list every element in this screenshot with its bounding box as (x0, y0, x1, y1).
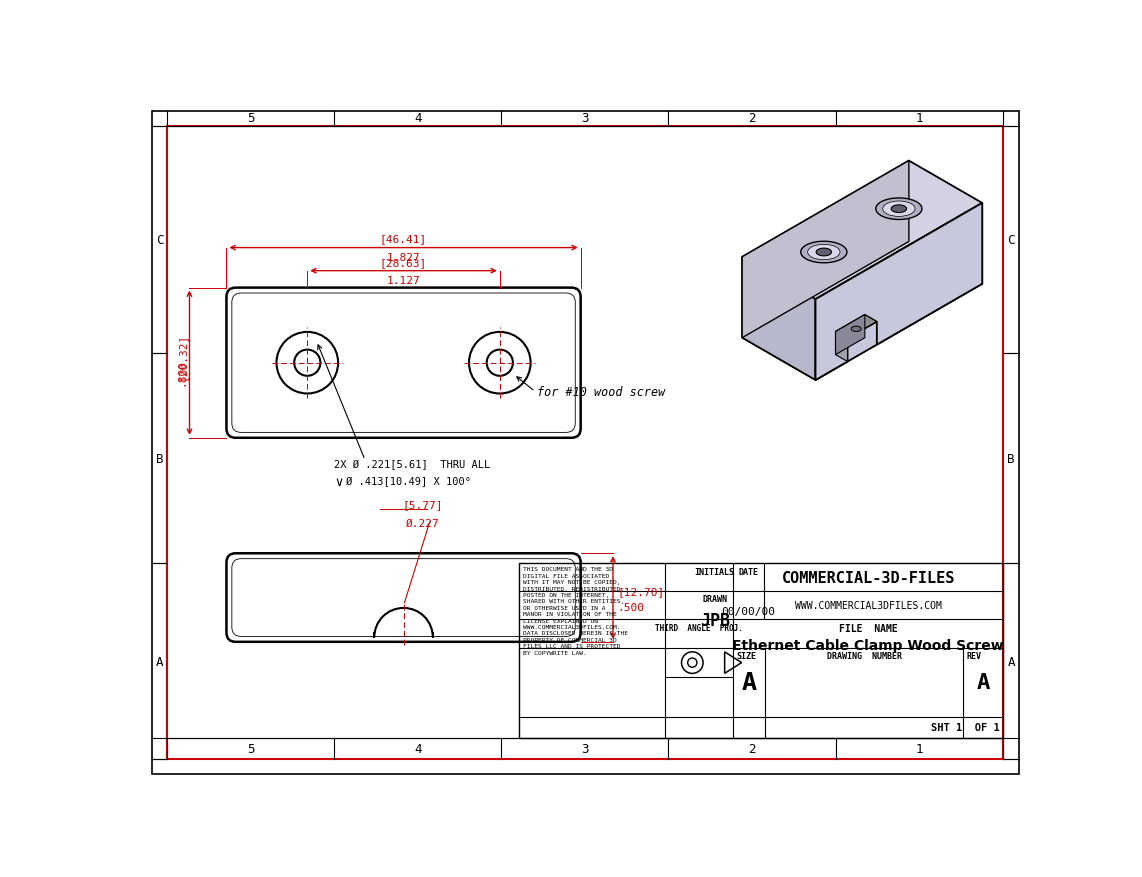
Text: 5: 5 (247, 112, 255, 125)
Text: 00/00/00: 00/00/00 (722, 607, 775, 617)
Text: 2: 2 (748, 112, 756, 125)
Text: ∨: ∨ (335, 476, 344, 489)
Text: C: C (1007, 234, 1015, 246)
Ellipse shape (851, 327, 861, 332)
Text: 3: 3 (581, 742, 588, 755)
Text: 1: 1 (916, 112, 923, 125)
Text: B: B (1007, 453, 1015, 465)
Ellipse shape (891, 205, 907, 213)
Text: SHT 1  OF 1: SHT 1 OF 1 (931, 723, 999, 732)
Text: THIS DOCUMENT AND THE 3D
DIGITAL FILE ASSOCIATED
WITH IT MAY NOT BE COPIED,
DIST: THIS DOCUMENT AND THE 3D DIGITAL FILE AS… (523, 567, 628, 655)
Polygon shape (742, 242, 982, 381)
Text: REV: REV (966, 652, 981, 660)
Text: JPB: JPB (700, 611, 730, 630)
Text: DATE: DATE (739, 567, 758, 576)
Text: A: A (742, 671, 757, 695)
Text: Ethernet Cable Clamp Wood Screw: Ethernet Cable Clamp Wood Screw (732, 638, 1004, 652)
Text: Ø .413[10.49] X 100°: Ø .413[10.49] X 100° (346, 476, 471, 486)
Polygon shape (742, 258, 815, 381)
Text: [20.32]: [20.32] (176, 332, 186, 379)
Text: A: A (976, 673, 990, 693)
Polygon shape (836, 332, 847, 362)
Text: 4: 4 (415, 742, 421, 755)
Text: A: A (155, 655, 163, 667)
Text: A: A (1007, 655, 1015, 667)
Text: [28.63]: [28.63] (380, 258, 427, 267)
Text: [12.70]: [12.70] (618, 587, 665, 596)
Text: B: B (155, 453, 163, 465)
Text: DRAWN: DRAWN (702, 595, 727, 603)
Text: [46.41]: [46.41] (380, 233, 427, 244)
Text: 4: 4 (415, 112, 421, 125)
Text: WWW.COMMERCIAL3DFILES.COM: WWW.COMMERCIAL3DFILES.COM (795, 600, 942, 610)
Text: .500: .500 (618, 602, 644, 612)
Ellipse shape (807, 245, 841, 260)
Text: Ø.227: Ø.227 (405, 518, 440, 528)
Text: for #10 wood screw: for #10 wood screw (537, 386, 665, 399)
Ellipse shape (876, 199, 922, 220)
Text: 1.127: 1.127 (387, 275, 420, 285)
Text: [5.77]: [5.77] (402, 499, 443, 509)
Text: 5: 5 (247, 742, 255, 755)
Text: .800: .800 (176, 359, 186, 386)
Polygon shape (815, 203, 982, 381)
Text: THIRD  ANGLE  PROJ.: THIRD ANGLE PROJ. (656, 623, 743, 631)
Bar (520, 564, 1004, 738)
Polygon shape (742, 161, 982, 300)
Text: SIZE: SIZE (737, 652, 756, 660)
Text: C: C (155, 234, 163, 246)
Ellipse shape (817, 249, 831, 257)
Text: DRAWING  NUMBER: DRAWING NUMBER (827, 652, 902, 660)
Text: 2: 2 (748, 742, 756, 755)
Polygon shape (836, 315, 877, 339)
Ellipse shape (883, 202, 915, 217)
Polygon shape (815, 203, 982, 381)
Text: INITIALS: INITIALS (694, 567, 734, 576)
Text: COMMERCIAL-3D-FILES: COMMERCIAL-3D-FILES (781, 570, 955, 585)
Ellipse shape (801, 242, 847, 263)
Text: 1.827: 1.827 (387, 253, 420, 263)
Text: FILE  NAME: FILE NAME (839, 623, 898, 633)
Text: 3: 3 (581, 112, 588, 125)
Polygon shape (742, 161, 909, 339)
Text: 2X Ø .221[5.61]  THRU ALL: 2X Ø .221[5.61] THRU ALL (335, 459, 491, 469)
Text: 1: 1 (916, 742, 923, 755)
Polygon shape (836, 315, 864, 355)
